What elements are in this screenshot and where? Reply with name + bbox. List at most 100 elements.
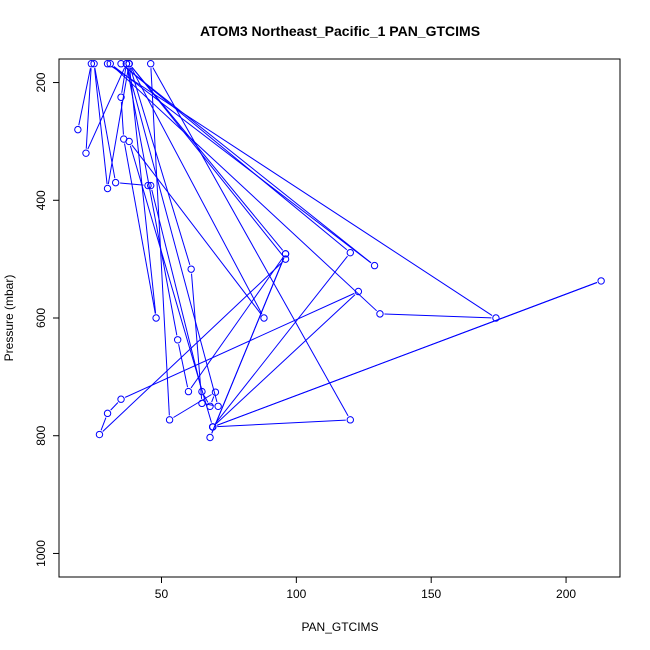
series-segment [121, 68, 127, 93]
data-point [111, 178, 120, 187]
data-point [95, 430, 104, 439]
data-point [209, 423, 217, 431]
series-segment [124, 143, 156, 314]
data-point [165, 416, 174, 424]
data-point [82, 149, 90, 157]
series-segment [215, 255, 348, 424]
series-segment [131, 144, 262, 315]
data-point [281, 255, 290, 263]
y-axis-label: Pressure (mbar) [2, 275, 16, 362]
series-segment [94, 68, 116, 179]
data-point [281, 250, 290, 258]
data-point [74, 125, 82, 134]
data-point [125, 60, 133, 68]
data-point [214, 402, 222, 410]
series-segment [151, 189, 202, 388]
series-segment [211, 257, 285, 434]
data-point [173, 336, 182, 344]
data-point [147, 60, 155, 68]
data-point [187, 265, 195, 273]
data-point [90, 60, 98, 68]
data-point [122, 60, 131, 68]
data-point [346, 416, 354, 424]
series-segment [107, 68, 129, 185]
data-point [370, 261, 379, 270]
series-segment [215, 294, 356, 425]
series-segment [87, 67, 126, 150]
series-segment [178, 344, 189, 388]
y-tick-label: 800 [34, 425, 48, 445]
data-point [597, 277, 605, 285]
series-segment [384, 313, 492, 319]
y-tick-label: 600 [34, 308, 48, 328]
data-point [125, 137, 133, 146]
y-axis: 200 400 600 800 1000 [34, 72, 59, 567]
y-tick-label: 400 [34, 190, 48, 210]
data-point [106, 60, 114, 68]
series-segment [102, 261, 283, 432]
series-segment [111, 65, 493, 316]
data-point [144, 181, 152, 190]
data-point [184, 387, 193, 396]
series-segment [113, 66, 372, 264]
data-point [103, 409, 112, 418]
y-tick-label: 1000 [34, 540, 48, 567]
series-segment [124, 66, 348, 251]
x-tick-label: 150 [421, 587, 441, 601]
series-segment [203, 395, 209, 403]
data-point [198, 399, 206, 408]
data-point [211, 388, 220, 396]
data-point [117, 60, 125, 68]
data-point [117, 395, 125, 403]
data-point [117, 93, 125, 101]
series-segment [124, 292, 355, 398]
series-segment [110, 402, 119, 411]
series-segment [131, 66, 284, 256]
series-segment [78, 68, 91, 126]
data-point [198, 387, 206, 396]
series-segment [120, 182, 144, 186]
x-axis-label: PAN_GTCIMS [301, 620, 378, 634]
y-tick-label: 200 [34, 72, 48, 92]
data-point [376, 310, 384, 318]
series-segment [211, 396, 215, 403]
x-tick-label: 200 [556, 587, 576, 601]
series-segment [216, 282, 598, 426]
chart-title: ATOM3 Northeast_Pacific_1 PAN_GTCIMS [200, 23, 480, 39]
x-axis: 50 100 150 200 [155, 577, 576, 601]
series-segment [124, 66, 372, 264]
data-point [354, 287, 363, 296]
data-point [346, 248, 354, 257]
series-segment [94, 68, 108, 185]
series-segment [113, 66, 377, 312]
series-segment [150, 68, 170, 416]
series-layer [74, 60, 605, 442]
series-segment [129, 145, 212, 423]
series-segment [130, 67, 263, 315]
series-segment [127, 67, 218, 403]
series-segment [173, 394, 212, 418]
data-point [492, 314, 500, 322]
series-segment [100, 417, 107, 431]
data-point [103, 60, 112, 68]
series-segment [217, 419, 346, 428]
series-segment [129, 67, 191, 265]
data-point [147, 181, 155, 190]
data-point [103, 184, 112, 193]
series-segment [190, 257, 284, 389]
series-segment [131, 66, 284, 251]
plot-frame [58, 58, 621, 578]
data-point [206, 433, 214, 442]
series-segment [85, 68, 92, 149]
series-segment [126, 68, 178, 336]
x-tick-label: 50 [155, 587, 169, 601]
data-point [260, 314, 268, 322]
x-tick-label: 100 [286, 587, 306, 601]
data-point [87, 60, 96, 68]
series-segment [191, 273, 203, 399]
series-segment [129, 68, 157, 314]
series-segment [152, 67, 349, 417]
data-point [152, 314, 160, 322]
data-point [206, 402, 214, 410]
